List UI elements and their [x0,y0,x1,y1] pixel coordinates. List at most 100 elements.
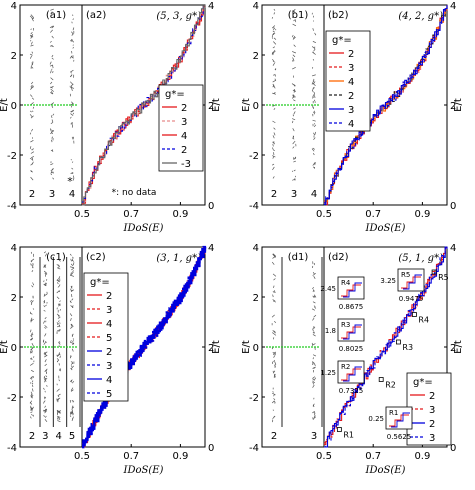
spectrum-dot [30,65,34,69]
spectrum-dot [313,294,317,298]
spectrum-dot [50,122,53,125]
legend-title: g*= [90,277,110,288]
spectrum-dot [32,308,35,310]
spectrum-dot [32,106,35,109]
spectrum-dot [58,342,61,345]
spectrum-dot [71,408,74,412]
spectrum-dot [31,285,34,288]
spectrum-dot [314,32,317,36]
spectrum-dot [46,385,48,387]
spectrum-dot [312,381,315,385]
spectrum-dot [57,303,60,306]
y-axis-label-left: E/t [0,340,10,354]
spectrum-dot [52,71,54,74]
inset-r1: R1 0.5625 0.25 [368,406,413,441]
spectrum-dot [273,300,276,302]
spectrum-dot [69,300,72,303]
legend-item-label: 4 [348,119,354,130]
spectrum-dot [274,321,277,324]
inset-r5: R5 0.9475 3.25 [380,268,425,303]
x-axis-label: IDoS(E) [123,465,164,476]
spectrum-dot [71,87,73,92]
spectrum-dot [44,355,47,358]
idos-series-line [324,5,448,204]
spectrum-dot [313,99,316,102]
spectrum-dot [30,391,33,395]
spectrum-dot [273,37,277,40]
y-tick-label-left: 4 [253,243,259,254]
spectrum-dot [43,305,46,308]
spectrum-dot [50,70,52,74]
y-tick-label-right: 0 [208,201,214,212]
spectrum-dot [311,46,315,49]
legend-item-label: 3 [106,305,112,316]
spectrum-dot [312,289,315,293]
spectrum-dot [313,416,316,419]
spectrum-dot [44,359,47,363]
spectrum-dot [51,54,54,58]
spectrum-dot [50,132,53,135]
spectrum-dot [45,304,47,307]
inset-blue-step [343,324,362,340]
spectrum-dot [31,97,35,100]
inset-red-step [389,414,409,427]
y-tick-label-left: 4 [11,243,17,254]
spectrum-dot [31,357,33,360]
spectrum-dot [312,378,315,381]
legend-item-label: 3 [429,433,435,444]
spectrum-dot [292,36,296,40]
x-axis-label: IDoS(E) [365,223,406,234]
spectrum-dot [272,30,275,33]
inset-frame [385,406,413,430]
spectrum-dot [30,86,34,89]
x-tick-label: 0.5 [74,451,90,462]
spectrum-dot [313,48,316,52]
spectrum-dot [272,80,276,83]
idos-series-line [324,246,448,448]
spectrum-dot [311,74,316,77]
spectrum-dot [49,40,52,43]
spectrum-dot [271,59,275,62]
spectrum-dot [50,92,53,95]
spectrum-dot [70,74,73,78]
spectrum-dot [58,324,61,328]
spectrum-dot [69,81,73,85]
spectrum-dot [311,148,315,152]
spectrum-dot [272,391,274,393]
spectrum-dot [273,415,276,418]
spectrum-dot [71,406,75,410]
spectrum-dot [293,99,296,102]
no-data-star: * [67,175,73,188]
spectrum-dot [57,393,61,396]
spectrum-dot [71,271,74,275]
spectrum-dot [70,340,72,342]
spectrum-dot [292,67,296,70]
spectrum-dot [58,290,61,293]
spectrum-dot [273,355,276,358]
strip-label: (c1) [46,252,66,263]
spectrum-dot [56,264,59,267]
strip-column-label: 3 [311,431,317,442]
spectrum-dot [292,128,295,132]
spectrum-dot [294,90,296,92]
inset-name: R1 [389,409,398,417]
inset-red-step [341,326,361,339]
spectrum-dot [45,415,47,418]
spectrum-dot [312,87,314,91]
spectrum-dot [273,374,276,378]
spectrum-dot [43,401,45,404]
y-tick-label-left: -2 [249,151,259,162]
region-marker-label: R1 [343,431,354,440]
x-tick-label: 0.7 [123,209,139,220]
x-tick-label: 0.7 [365,451,381,462]
panel-label: (b2) [328,10,349,21]
legend-title: g*= [332,35,352,46]
spectrum-dot [274,73,276,77]
y-tick-label-right: 2 [208,101,214,112]
spectrum-dot [70,387,74,391]
spectrum-dot [44,253,48,257]
spectrum-dot [313,305,316,308]
inset-x-label: 0.8025 [339,345,364,353]
spectrum-dot [50,81,53,85]
spectrum-dot [51,136,54,139]
